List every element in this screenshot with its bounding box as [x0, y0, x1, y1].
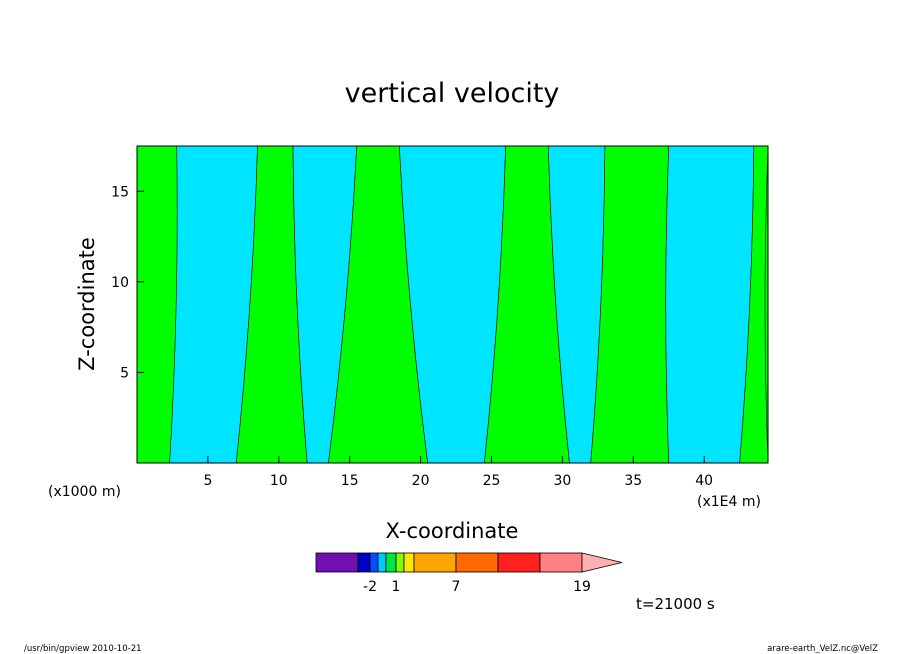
colorbar-segment	[395, 552, 405, 573]
plot-frame	[136, 145, 769, 464]
colorbar-label: 7	[452, 579, 461, 595]
footer-left: /usr/bin/gpview 2010-10-21	[24, 644, 142, 654]
x-tick-label: 5	[203, 473, 212, 489]
colorbar-segment	[497, 552, 541, 573]
colorbar-segment	[357, 552, 371, 573]
colorbar-label: -2	[363, 579, 377, 595]
x-tick-label: 35	[624, 473, 642, 489]
plot-area	[137, 145, 769, 464]
y-tick-label: 15	[111, 184, 129, 200]
colorbar-segment	[403, 552, 415, 573]
colorbar-segment	[413, 552, 457, 573]
x-tick-label: 40	[695, 473, 713, 489]
x-unit-right: (x1E4 m)	[697, 494, 761, 510]
colorbar-arrow	[581, 552, 623, 573]
y-tick-label: 10	[111, 275, 129, 291]
colorbar-label: 19	[573, 579, 591, 595]
y-axis: 5 10 15	[111, 184, 144, 381]
x-tick-label: 10	[270, 473, 288, 489]
colorbar-segment	[385, 552, 397, 573]
colorbar-segment	[539, 552, 583, 573]
x-tick-label: 25	[483, 473, 501, 489]
x-tick-label: 15	[341, 473, 359, 489]
colorbar: -2 1 7 19	[315, 552, 623, 595]
time-label: t=21000 s	[636, 595, 715, 613]
y-tick-label: 5	[120, 365, 129, 381]
colorbar-segment	[455, 552, 499, 573]
x-axis-label: X-coordinate	[386, 519, 519, 543]
colorbar-segment	[315, 552, 359, 573]
y-axis-label: Z-coordinate	[75, 237, 99, 371]
colorbar-label: 1	[392, 579, 401, 595]
x-tick-label: 30	[553, 473, 571, 489]
chart-title: vertical velocity	[345, 78, 560, 109]
x-unit-left: (x1000 m)	[48, 484, 121, 500]
x-axis: 5 10 15 20 25 30 35 40	[203, 456, 713, 489]
region-band	[665, 145, 755, 464]
x-tick-label: 20	[412, 473, 430, 489]
colorbar-segment	[369, 552, 379, 573]
colorbar-segment	[377, 552, 387, 573]
footer-right: arare-earth_VelZ.nc@VelZ	[767, 644, 878, 654]
